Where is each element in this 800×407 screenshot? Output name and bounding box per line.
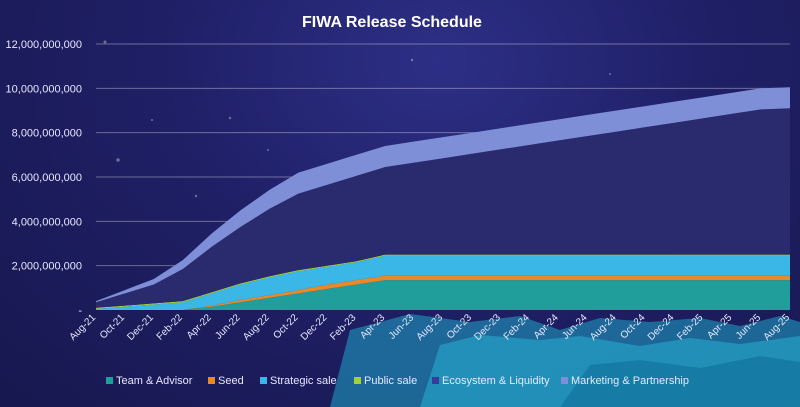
legend-label: Ecosystem & Liquidity — [442, 375, 550, 387]
x-tick-label: Apr-22 — [185, 312, 214, 341]
chart-title: FIWA Release Schedule — [302, 14, 482, 31]
legend-label: Marketing & Partnership — [571, 375, 689, 387]
plot-areas — [96, 87, 790, 310]
legend-label: Team & Advisor — [116, 375, 193, 387]
area-series-2 — [96, 255, 790, 310]
y-tick-label: 2,000,000,000 — [12, 261, 82, 273]
legend-label: Public sale — [364, 375, 417, 387]
y-tick-label: 10,000,000,000 — [6, 83, 82, 95]
area-series-3 — [96, 254, 790, 309]
legend-swatch — [354, 377, 361, 384]
x-tick-label: Dec-21 — [125, 312, 156, 343]
y-tick-label: - — [78, 305, 82, 317]
legend: Team & Advisor Seed Strategic sale Public s… — [106, 375, 689, 387]
x-tick-label: Oct-21 — [98, 312, 127, 341]
x-tick-label: Aug-21 — [68, 312, 99, 343]
x-tick-label: Feb-22 — [155, 312, 185, 342]
x-tick-label: Jun-22 — [213, 312, 243, 342]
legend-label: Strategic sale — [270, 375, 337, 387]
legend-swatch — [432, 377, 439, 384]
x-tick-label: Oct-22 — [272, 312, 301, 341]
legend-swatch — [561, 377, 568, 384]
area-series-5 — [96, 87, 790, 303]
legend-swatch — [106, 377, 113, 384]
area-series-4 — [96, 108, 790, 308]
area-series-0 — [96, 280, 790, 310]
area-series-1 — [96, 275, 790, 310]
y-tick-label: 4,000,000,000 — [12, 216, 82, 228]
background-ice-terrain — [330, 314, 800, 407]
legend-swatch — [260, 377, 267, 384]
legend-label: Seed — [218, 375, 244, 387]
y-tick-label: 12,000,000,000 — [6, 39, 82, 51]
y-tick-label: 8,000,000,000 — [12, 128, 82, 140]
y-tick-label: 6,000,000,000 — [12, 172, 82, 184]
x-tick-label: Dec-22 — [299, 312, 330, 343]
legend-swatch — [208, 377, 215, 384]
x-tick-label: Aug-22 — [241, 312, 272, 343]
y-axis: 12,000,000,000 10,000,000,000 8,000,000,00… — [6, 39, 83, 317]
